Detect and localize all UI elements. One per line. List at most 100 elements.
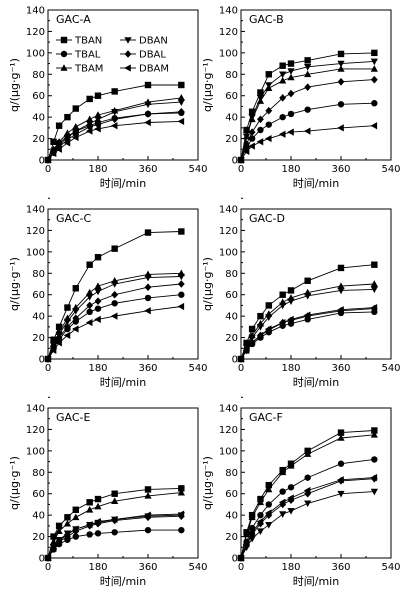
y-tick-label: 40 <box>225 113 238 124</box>
x-tick-label: 0 <box>45 562 51 573</box>
series-line <box>240 79 375 161</box>
data-point <box>248 513 256 521</box>
data-point <box>242 346 250 355</box>
legend-marker <box>60 50 68 58</box>
data-point <box>337 434 345 441</box>
legend-label: TBAL <box>74 50 101 61</box>
data-point <box>256 517 264 526</box>
x-axis-label: 时间/min <box>100 575 146 588</box>
data-point <box>111 115 119 124</box>
data-point <box>177 510 185 518</box>
y-tick-label: 60 <box>225 290 238 301</box>
data-point <box>64 113 71 121</box>
legend-marker <box>124 50 132 58</box>
y-axis-label: q/(μg·g⁻¹) <box>201 257 214 311</box>
data-point <box>86 115 94 123</box>
data-point <box>303 311 311 319</box>
data-point <box>256 498 265 506</box>
x-tick-label: 180 <box>281 363 300 374</box>
data-point <box>279 94 287 102</box>
data-point <box>64 514 71 521</box>
data-point <box>50 138 57 145</box>
data-point <box>287 494 294 502</box>
data-point <box>55 522 63 530</box>
data-point <box>144 492 152 499</box>
x-axis-label: 时间/min <box>293 177 339 190</box>
data-point <box>72 533 79 540</box>
y-tick-label: 0 <box>39 554 45 565</box>
data-point <box>55 537 62 545</box>
series-line <box>47 513 182 559</box>
y-tick-label: 0 <box>232 156 238 167</box>
data-point <box>370 286 378 294</box>
x-tick-label: 360 <box>331 562 350 573</box>
data-point <box>257 511 264 519</box>
y-tick-label: 120 <box>219 226 238 237</box>
y-tick-label: 100 <box>219 247 238 258</box>
y-tick-label: 120 <box>219 27 238 38</box>
y-tick-label: 60 <box>32 489 45 500</box>
data-point <box>63 519 72 527</box>
x-tick-label: 0 <box>238 164 244 175</box>
data-point <box>94 530 102 537</box>
legend-marker <box>60 64 68 71</box>
legend-label: DBAL <box>139 50 166 61</box>
data-point <box>337 124 344 132</box>
data-point <box>248 108 256 115</box>
data-point <box>256 324 265 331</box>
data-point <box>94 92 102 99</box>
data-point <box>72 285 79 292</box>
data-point <box>71 325 79 333</box>
x-tick-label: 180 <box>88 363 107 374</box>
data-point <box>265 302 272 309</box>
data-point <box>94 305 102 312</box>
data-point <box>265 71 272 78</box>
x-tick-label: 540 <box>188 164 207 175</box>
y-tick-label: 100 <box>219 48 238 59</box>
y-tick-label: 100 <box>26 247 45 258</box>
data-point <box>55 323 63 331</box>
series-line <box>240 478 375 559</box>
data-point <box>94 254 102 261</box>
data-point <box>287 128 294 136</box>
y-tick-label: 80 <box>32 70 45 81</box>
data-point <box>248 114 256 121</box>
data-point <box>287 315 294 323</box>
data-point <box>64 532 71 541</box>
y-tick-label: 100 <box>26 48 45 59</box>
data-point <box>370 430 378 438</box>
data-point <box>279 468 287 476</box>
data-point <box>63 331 71 340</box>
y-tick-label: 140 <box>26 6 45 17</box>
series-line <box>47 492 182 559</box>
data-point <box>177 107 185 116</box>
data-point <box>72 314 80 323</box>
data-point <box>85 521 93 529</box>
x-tick-label: 540 <box>188 562 207 573</box>
legend-marker <box>60 36 68 44</box>
data-point <box>265 121 272 128</box>
data-point <box>371 100 378 107</box>
data-point <box>49 544 57 552</box>
data-point <box>287 287 295 294</box>
data-point <box>242 133 251 141</box>
series-line <box>47 276 182 360</box>
x-tick-label: 360 <box>138 363 157 374</box>
data-point <box>248 530 256 539</box>
data-point <box>144 307 151 315</box>
data-point <box>370 488 378 496</box>
data-point <box>264 134 272 143</box>
data-point <box>279 291 286 298</box>
data-point <box>279 113 286 121</box>
x-tick-label: 0 <box>45 363 51 374</box>
data-point <box>243 140 250 148</box>
x-tick-label: 0 <box>45 164 51 175</box>
y-axis-label: q/(μg·g⁻¹) <box>201 58 214 112</box>
data-point <box>257 126 264 134</box>
y-tick-label: 20 <box>32 333 45 344</box>
data-point <box>370 474 378 482</box>
legend-label: TBAN <box>74 36 102 47</box>
data-point <box>242 530 251 538</box>
data-point <box>111 300 118 307</box>
series-line <box>240 68 375 161</box>
